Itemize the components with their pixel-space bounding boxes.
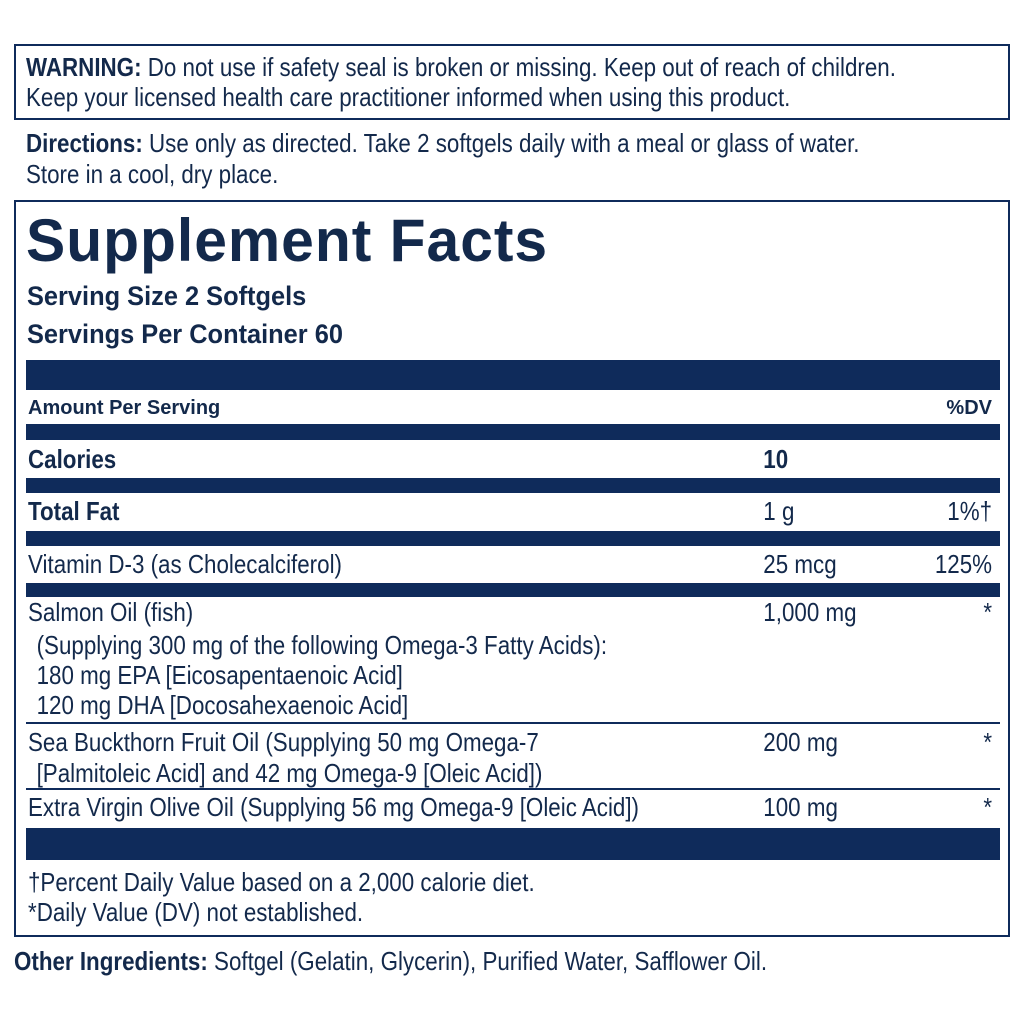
nutrient-name: Extra Virgin Olive Oil (Supplying 56 mg … bbox=[28, 792, 640, 822]
nutrient-row-total-fat: Total Fat 1 g 1%† bbox=[28, 496, 992, 526]
nutrient-subtext: (Supplying 300 mg of the following Omega… bbox=[36, 630, 608, 660]
warning-label: WARNING: bbox=[26, 52, 142, 82]
nutrient-amount: 1,000 mg bbox=[763, 597, 857, 627]
nutrient-dv: 1%† bbox=[947, 496, 993, 526]
nutrient-row-calories: Calories 10 bbox=[28, 444, 992, 474]
servings-per-container: Servings Per Container 60 bbox=[27, 319, 343, 349]
warning-line-2: Keep your licensed health care practitio… bbox=[26, 82, 791, 112]
divider-line bbox=[26, 722, 1000, 724]
nutrient-subtext: 120 mg DHA [Docosahexaenoic Acid] bbox=[36, 690, 409, 720]
directions-line-1: Directions: Use only as directed. Take 2… bbox=[26, 128, 860, 158]
footnote-not-established: *Daily Value (DV) not established. bbox=[28, 897, 364, 927]
nutrient-name: Total Fat bbox=[28, 496, 120, 526]
divider-bar bbox=[26, 424, 1000, 440]
nutrient-row-sea-buckthorn: Sea Buckthorn Fruit Oil (Supplying 50 mg… bbox=[28, 727, 993, 788]
other-ingredients-label: Other Ingredients: bbox=[14, 946, 208, 976]
directions-line-2: Store in a cool, dry place. bbox=[26, 159, 279, 189]
nutrient-row-olive-oil: Extra Virgin Olive Oil (Supplying 56 mg … bbox=[28, 792, 992, 822]
nutrient-name: Vitamin D-3 (as Cholecalciferol) bbox=[28, 549, 342, 579]
amount-per-serving-header: Amount Per Serving bbox=[28, 397, 221, 419]
nutrient-name: Sea Buckthorn Fruit Oil (Supplying 50 mg… bbox=[28, 727, 539, 757]
nutrient-name: Salmon Oil (fish) bbox=[28, 597, 194, 627]
nutrient-dv: * bbox=[983, 792, 993, 822]
divider-bar bbox=[26, 828, 1000, 860]
nutrient-row-vitamin-d3: Vitamin D-3 (as Cholecalciferol) 25 mcg … bbox=[28, 549, 992, 579]
warning-line-1: WARNING: Do not use if safety seal is br… bbox=[26, 52, 896, 82]
nutrient-amount: 10 bbox=[763, 444, 789, 474]
nutrient-subtext: [Palmitoleic Acid] and 42 mg Omega-9 [Ol… bbox=[36, 758, 543, 788]
warning-text: Do not use if safety seal is broken or m… bbox=[147, 52, 896, 82]
directions-label: Directions: bbox=[26, 128, 143, 158]
supplement-facts-box bbox=[14, 200, 1010, 937]
divider-bar bbox=[26, 531, 1000, 546]
divider-bar bbox=[26, 360, 1000, 390]
warning-box: WARNING: Do not use if safety seal is br… bbox=[14, 44, 1010, 120]
footnote-dv: †Percent Daily Value based on a 2,000 ca… bbox=[28, 867, 535, 897]
serving-size: Serving Size 2 Softgels bbox=[27, 281, 307, 311]
nutrient-amount: 100 mg bbox=[763, 792, 838, 822]
other-ingredients: Other Ingredients: Softgel (Gelatin, Gly… bbox=[14, 946, 767, 976]
amount-header-row: Amount Per Serving %DV bbox=[28, 394, 992, 424]
nutrient-dv: 125% bbox=[934, 549, 993, 579]
nutrient-amount: 200 mg bbox=[763, 727, 838, 757]
nutrient-dv: * bbox=[983, 597, 993, 627]
other-ingredients-text: Softgel (Gelatin, Glycerin), Purified Wa… bbox=[214, 946, 768, 976]
nutrient-row-salmon-oil: Salmon Oil (fish) (Supplying 300 mg of t… bbox=[28, 597, 992, 721]
facts-title: Supplement Facts bbox=[26, 207, 549, 274]
dv-header: %DV bbox=[946, 397, 992, 419]
nutrient-amount: 1 g bbox=[763, 496, 795, 526]
nutrient-dv: * bbox=[983, 727, 993, 757]
divider-bar bbox=[26, 583, 1000, 597]
divider-line bbox=[26, 788, 1000, 790]
directions-text: Use only as directed. Take 2 softgels da… bbox=[149, 128, 860, 158]
nutrient-name: Calories bbox=[28, 444, 117, 474]
divider-bar bbox=[26, 478, 1000, 493]
nutrient-amount: 25 mcg bbox=[763, 549, 837, 579]
nutrient-subtext: 180 mg EPA [Eicosapentaenoic Acid] bbox=[36, 660, 403, 690]
